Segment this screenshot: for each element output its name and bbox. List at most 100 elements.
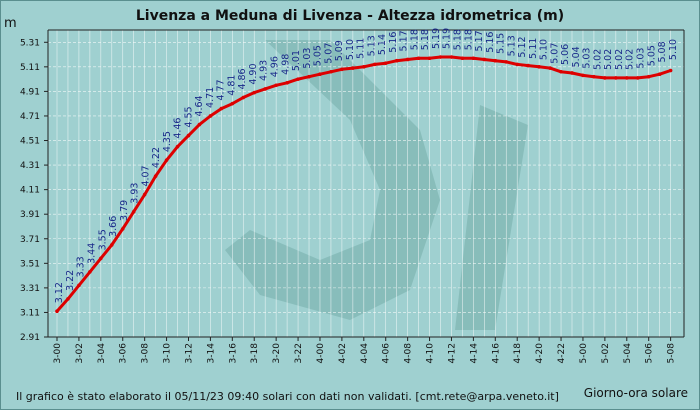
data-point bbox=[657, 72, 662, 77]
data-point bbox=[362, 65, 366, 69]
data-label: 4.35 bbox=[162, 131, 173, 152]
data-label: 5.17 bbox=[474, 30, 485, 51]
y-tick-label: 4.31 bbox=[20, 161, 40, 171]
x-tick-label: 4-22 bbox=[557, 343, 567, 363]
data-point bbox=[175, 144, 180, 149]
data-label: 4.86 bbox=[237, 68, 248, 89]
data-label: 5.19 bbox=[442, 28, 453, 49]
x-tick-label: 3-22 bbox=[294, 343, 304, 363]
data-label: 3.66 bbox=[108, 216, 119, 237]
data-label: 5.17 bbox=[399, 30, 410, 51]
x-tick-label: 3-20 bbox=[272, 343, 282, 364]
x-tick-label: 3-08 bbox=[141, 343, 151, 364]
y-tick-label: 3.11 bbox=[20, 308, 40, 318]
data-point bbox=[416, 56, 421, 61]
data-point bbox=[88, 270, 92, 274]
data-point bbox=[493, 58, 498, 63]
data-label: 4.07 bbox=[140, 165, 151, 186]
data-point bbox=[164, 158, 169, 162]
data-point bbox=[471, 56, 476, 61]
x-tick-label: 5-04 bbox=[623, 343, 633, 364]
data-point bbox=[77, 283, 81, 288]
data-label: 4.71 bbox=[205, 87, 216, 108]
x-tick-label: 4-02 bbox=[338, 343, 348, 363]
data-point bbox=[548, 66, 552, 70]
data-label: 5.03 bbox=[636, 48, 647, 69]
data-label: 3.93 bbox=[130, 183, 141, 204]
data-label: 4.77 bbox=[216, 79, 227, 100]
data-label: 5.03 bbox=[302, 48, 313, 69]
data-label: 4.55 bbox=[183, 106, 194, 127]
x-tick-label: 4-08 bbox=[404, 343, 414, 364]
data-label: 5.16 bbox=[485, 32, 496, 53]
data-point bbox=[537, 65, 541, 69]
data-label: 5.18 bbox=[463, 29, 474, 50]
data-label: 4.90 bbox=[248, 63, 259, 84]
x-tick-label: 4-18 bbox=[513, 343, 523, 364]
data-point bbox=[66, 297, 70, 301]
data-point bbox=[109, 243, 114, 247]
data-point bbox=[383, 61, 388, 65]
x-tick-label: 5-00 bbox=[579, 343, 589, 364]
data-label: 5.11 bbox=[356, 38, 367, 59]
x-tick-label: 3-06 bbox=[119, 343, 129, 364]
data-point bbox=[482, 57, 487, 62]
data-label: 5.02 bbox=[592, 49, 603, 70]
data-point bbox=[263, 87, 267, 91]
data-label: 3.55 bbox=[97, 229, 108, 250]
data-point bbox=[230, 101, 235, 106]
data-point bbox=[142, 192, 147, 197]
data-point bbox=[581, 73, 585, 78]
data-label: 5.11 bbox=[528, 38, 539, 59]
x-tick-label: 3-10 bbox=[163, 343, 173, 364]
x-tick-label: 4-12 bbox=[447, 343, 457, 363]
data-point bbox=[241, 95, 246, 100]
y-axis-unit-label: m bbox=[4, 16, 17, 31]
data-point bbox=[252, 90, 257, 95]
data-label: 5.01 bbox=[291, 50, 302, 71]
y-tick-label: 4.71 bbox=[20, 112, 40, 122]
x-tick-label: 4-04 bbox=[360, 343, 370, 364]
x-tick-label: 4-20 bbox=[535, 343, 545, 364]
x-tick-label: 3-00 bbox=[53, 343, 63, 364]
y-tick-label: 2.91 bbox=[20, 333, 40, 343]
data-point bbox=[340, 67, 344, 72]
data-label: 3.79 bbox=[119, 200, 130, 221]
data-label: 4.98 bbox=[280, 54, 291, 75]
data-label: 5.09 bbox=[334, 40, 345, 61]
data-point bbox=[296, 77, 300, 81]
chart-title: Livenza a Meduna di Livenza - Altezza id… bbox=[135, 8, 565, 24]
data-point bbox=[635, 76, 640, 80]
data-point bbox=[351, 66, 355, 70]
data-point bbox=[449, 55, 454, 59]
y-tick-label: 3.31 bbox=[20, 284, 40, 294]
data-point bbox=[208, 114, 213, 118]
data-point bbox=[603, 76, 607, 80]
data-label: 5.14 bbox=[377, 34, 388, 55]
data-label: 3.33 bbox=[76, 256, 87, 277]
data-label: 5.15 bbox=[496, 33, 507, 54]
data-point bbox=[570, 71, 574, 75]
x-tick-label: 3-02 bbox=[75, 343, 85, 363]
x-tick-label: 5-08 bbox=[667, 343, 677, 364]
data-label: 4.81 bbox=[226, 75, 237, 96]
data-point bbox=[624, 76, 629, 80]
data-point bbox=[197, 122, 202, 127]
data-label: 5.07 bbox=[549, 43, 560, 64]
data-point bbox=[318, 72, 322, 77]
x-tick-label: 3-16 bbox=[228, 343, 238, 364]
data-label: 3.12 bbox=[54, 282, 65, 303]
data-point bbox=[394, 58, 399, 63]
data-point bbox=[668, 68, 673, 73]
data-point bbox=[405, 57, 410, 62]
y-tick-label: 3.91 bbox=[20, 210, 40, 220]
data-label: 5.18 bbox=[409, 29, 420, 50]
data-label: 5.05 bbox=[646, 45, 657, 66]
data-point bbox=[99, 256, 103, 261]
data-label: 5.08 bbox=[657, 41, 668, 62]
data-label: 5.02 bbox=[614, 49, 625, 70]
data-label: 5.12 bbox=[517, 36, 528, 57]
data-label: 5.03 bbox=[582, 48, 593, 69]
data-label: 5.18 bbox=[453, 29, 464, 50]
